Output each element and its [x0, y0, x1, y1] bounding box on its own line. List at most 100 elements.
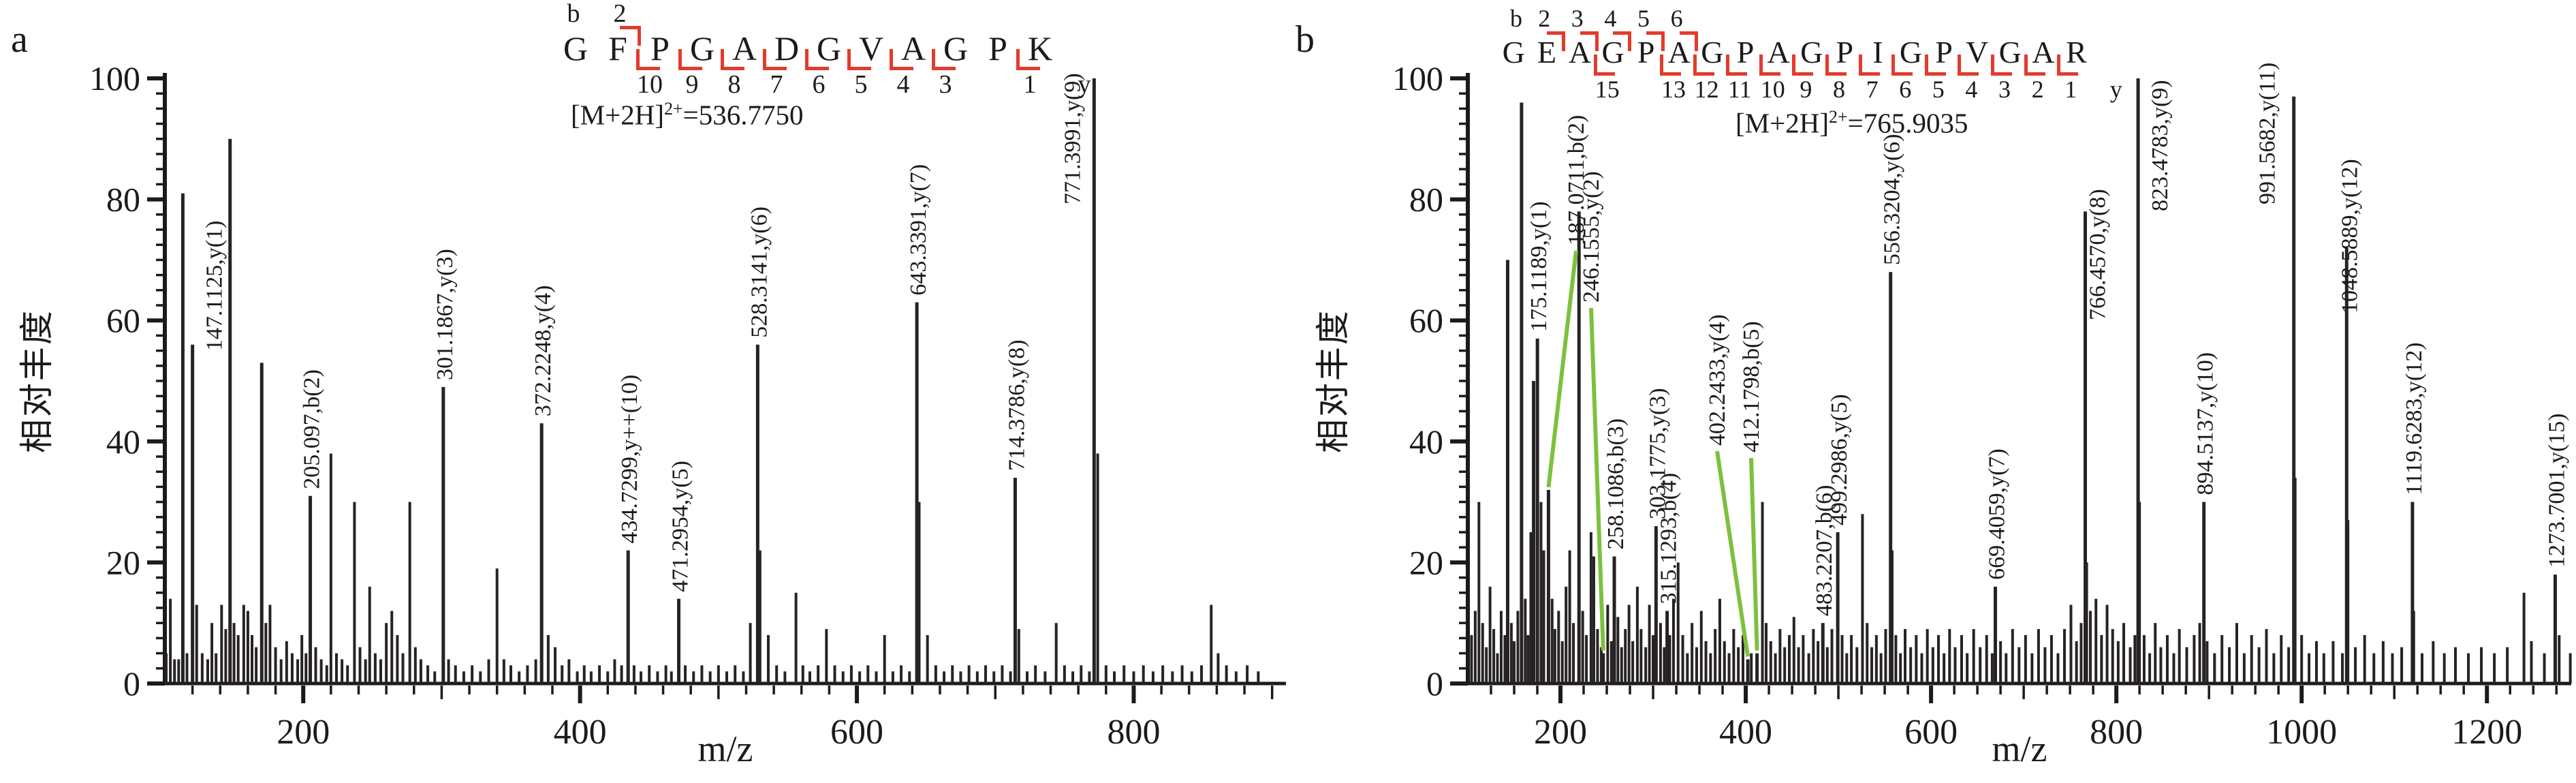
peak-bar: [2178, 629, 2181, 684]
peak-bar: [1080, 665, 1083, 684]
peak-label: 205.097,b(2): [300, 369, 325, 489]
leader-line: [1715, 450, 1750, 657]
peak-bar: [1783, 647, 1787, 684]
peak-bar: [1727, 653, 1731, 684]
peak-bar: [2372, 653, 2376, 684]
x-tick-label: 1000: [2266, 713, 2337, 752]
peak-bar: [825, 629, 828, 684]
peak-bar: [2024, 634, 2027, 684]
peak-bar: [1542, 550, 1545, 684]
peak-bar: [1485, 647, 1488, 684]
peak-bar: [1503, 634, 1507, 684]
peak-bar: [2569, 653, 2572, 684]
peak-bar: [1953, 647, 1957, 684]
peak-bar: [1899, 653, 1902, 684]
peak-bar: [1639, 629, 1643, 684]
peak-bar: [1652, 634, 1655, 684]
peak-bar: [433, 671, 437, 684]
peak-bar: [1526, 634, 1530, 684]
peak-bar: [368, 586, 371, 684]
peak-bar: [1889, 272, 1893, 684]
peak-bar: [1648, 604, 1651, 684]
peak-bar: [975, 671, 979, 684]
peak-bar: [1592, 556, 1595, 684]
peak-bar: [1631, 641, 1635, 684]
peak-bar: [319, 659, 323, 684]
peak-bar: [1596, 629, 1599, 684]
y-tick-label: 100: [89, 59, 140, 97]
peak-label: 643.3391,y(7): [906, 164, 931, 296]
panel-letter-a: a: [11, 18, 28, 61]
peak-bar: [1709, 653, 1712, 684]
peak-bar: [1013, 478, 1017, 684]
peak-bar: [396, 634, 399, 684]
peak-bar: [1915, 634, 1918, 684]
peak-bar: [1797, 647, 1800, 684]
peak-bar: [2391, 653, 2394, 684]
peak-bar: [632, 665, 635, 684]
x-tick-label: 400: [1719, 713, 1772, 752]
peak-label: 187.0711,b(2): [1564, 115, 1589, 245]
peak-bar: [900, 665, 903, 684]
peak-bar: [1092, 78, 1096, 684]
peak-bar: [808, 671, 811, 684]
peak-bar: [2543, 653, 2546, 684]
peak-bar: [1663, 647, 1666, 684]
peak-bar: [1557, 611, 1560, 684]
peak-label: 412.1798,b(5): [1739, 321, 1764, 452]
peak-bar: [401, 653, 405, 684]
peak-label: 175.1189,y(1): [1526, 201, 1552, 331]
x-tick-label: 800: [1107, 713, 1160, 752]
peak-bar: [210, 623, 214, 684]
peak-bar: [1817, 641, 1820, 684]
peak-label: 894.5137,y(10): [2193, 352, 2218, 495]
peak-bar: [801, 665, 804, 684]
precursor-base: [M+2H]: [1735, 107, 1829, 139]
peak-bar: [717, 665, 720, 684]
peak-bar: [334, 653, 338, 684]
peak-bar: [1496, 653, 1499, 684]
peak-label: 246.1555,y(2): [1579, 171, 1604, 303]
peak-bar: [1499, 611, 1503, 684]
peak-bar: [1994, 586, 1998, 684]
peak-bar: [1054, 623, 1058, 684]
peak-bar: [2136, 78, 2140, 684]
peak-bar: [1774, 653, 1777, 684]
peak-bar: [2354, 647, 2357, 684]
peak-bar: [2553, 574, 2557, 684]
peak-bar: [2322, 653, 2325, 684]
peak-bar: [246, 611, 249, 684]
peak-bar: [2280, 634, 2283, 684]
peak-bar: [2017, 647, 2021, 684]
peak-bar: [169, 598, 172, 684]
peak-bar: [165, 653, 168, 684]
peak-bar: [290, 653, 294, 684]
peak-bar: [1695, 647, 1698, 684]
peak-bar: [677, 598, 681, 684]
peak-bar: [1043, 671, 1047, 684]
peak-bar: [1627, 604, 1631, 684]
peak-label: 714.3786,y(8): [1004, 339, 1029, 471]
peak-bar: [534, 659, 537, 684]
peak-bar: [1990, 653, 1994, 684]
peak-bar: [1539, 502, 1543, 684]
y-tick-label: 0: [1426, 664, 1443, 703]
x-tick-label: 600: [830, 713, 883, 752]
peak-bar: [2344, 247, 2349, 684]
peak-bar: [1560, 641, 1564, 684]
peak-bar: [959, 671, 962, 684]
peak-bar: [1668, 634, 1671, 684]
peak-bar: [173, 659, 176, 684]
peak-bar: [875, 671, 878, 684]
peak-bar: [1741, 634, 1744, 684]
peak-bar: [2075, 641, 2078, 684]
peak-bar: [1190, 671, 1193, 684]
peak-bar: [2220, 634, 2224, 684]
peak-label: 315.1293,b(4): [1656, 473, 1682, 604]
peak-bar: [692, 671, 695, 684]
peak-bar: [1732, 629, 1735, 684]
peak-bar: [1516, 611, 1520, 684]
peak-bar: [2341, 653, 2344, 684]
peak-bar: [1874, 634, 1878, 684]
